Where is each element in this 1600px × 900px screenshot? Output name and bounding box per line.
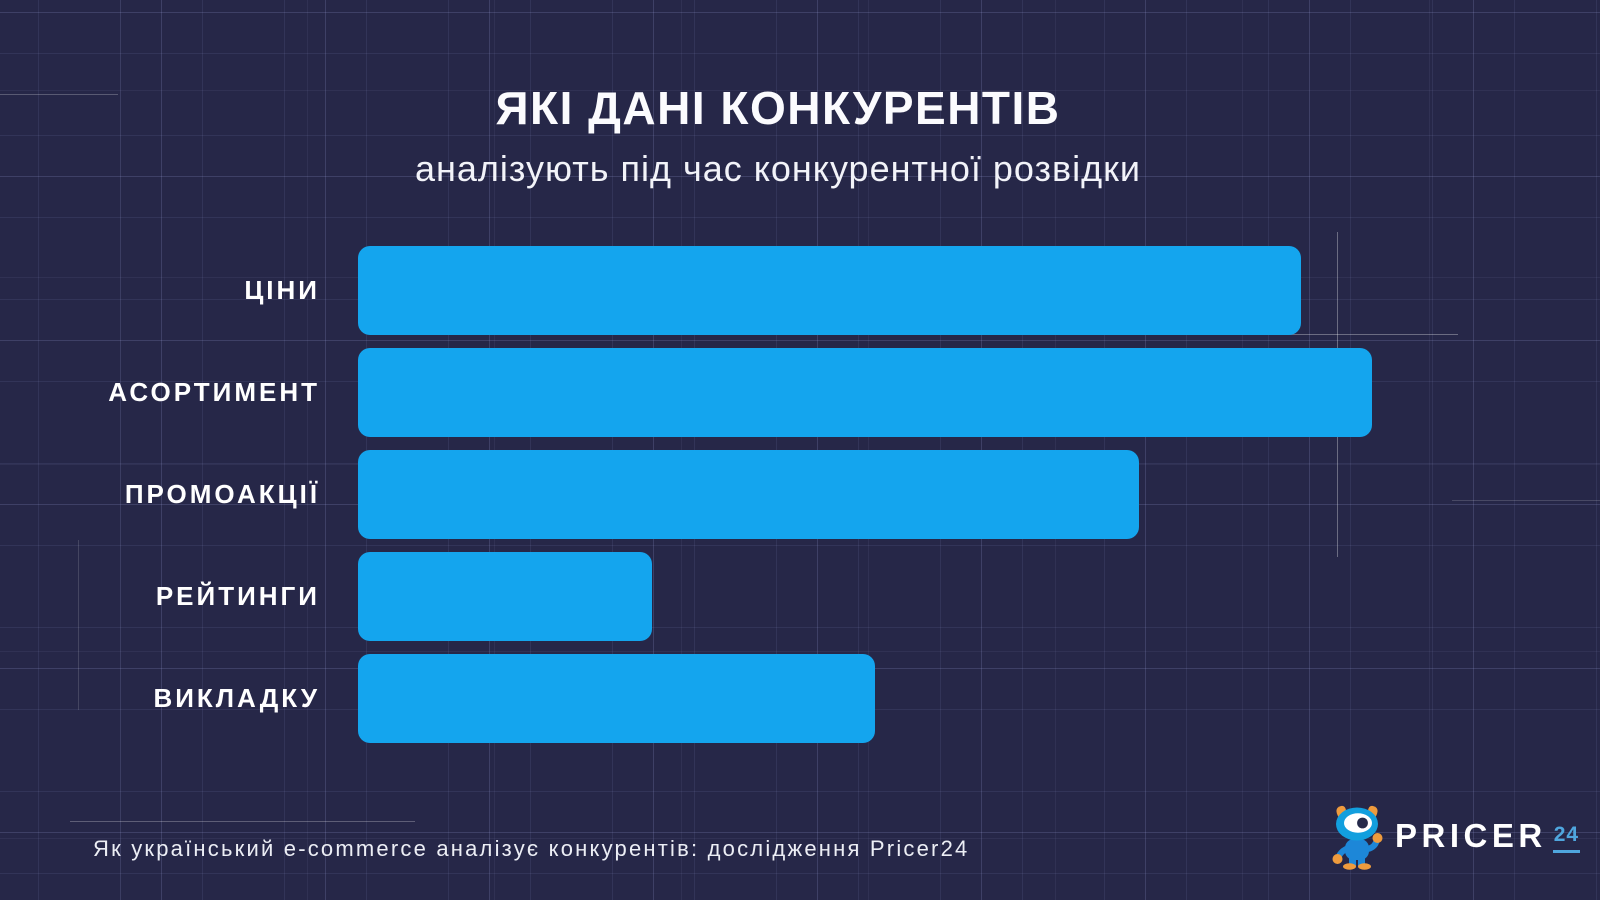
category-label: ЦІНИ [244,275,320,305]
brand-suffix: 24 [1552,823,1581,853]
category-label: РЕЙТИНГИ [155,581,320,611]
chart-title: ЯКІ ДАНІ КОНКУРЕНТІВ [495,82,1061,134]
mascot-leg-left [1349,856,1356,866]
pricer24-logo: PRICER 24 [1330,802,1581,870]
chart-header: ЯКІ ДАНІ КОНКУРЕНТІВ аналізують під час … [0,82,1556,190]
mascot-hand-left [1332,854,1343,864]
mascot-foot-right [1358,863,1371,870]
chart-subtitle: аналізують під час конкурентної розвідки [414,147,1142,189]
mascot-icon [1332,805,1383,870]
bar-row: ЦІНИ [0,246,1600,335]
grid-highlight-line [70,821,415,822]
bar-tsini [358,246,1301,335]
category-label: ВИКЛАДКУ [153,683,320,713]
bar-asortyment [358,348,1372,437]
source-caption: Як український e-commerce аналізує конку… [93,836,970,861]
category-label: ПРОМОАКЦІЇ [124,479,320,509]
mascot-leg-right [1358,856,1365,866]
bar-row: ПРОМОАКЦІЇ [0,450,1600,539]
bar-row: РЕЙТИНГИ [0,552,1600,641]
category-label: АСОРТИМЕНТ [108,377,320,407]
bar-promoaktsii [358,450,1139,539]
bar-vykladku [358,654,875,743]
mascot-hand-right [1372,833,1383,843]
brand-name: PRICER [1395,817,1547,854]
bar-row: ВИКЛАДКУ [0,654,1600,743]
bar-reitynhy [358,552,652,641]
bar-chart: ЦІНИ АСОРТИМЕНТ ПРОМОАКЦІЇ РЕЙТИНГИ ВИКЛ… [0,246,1600,756]
bar-row: АСОРТИМЕНТ [0,348,1600,437]
mascot-body [1345,839,1369,860]
mascot-foot-left [1343,863,1356,870]
mascot-pupil [1357,817,1368,829]
